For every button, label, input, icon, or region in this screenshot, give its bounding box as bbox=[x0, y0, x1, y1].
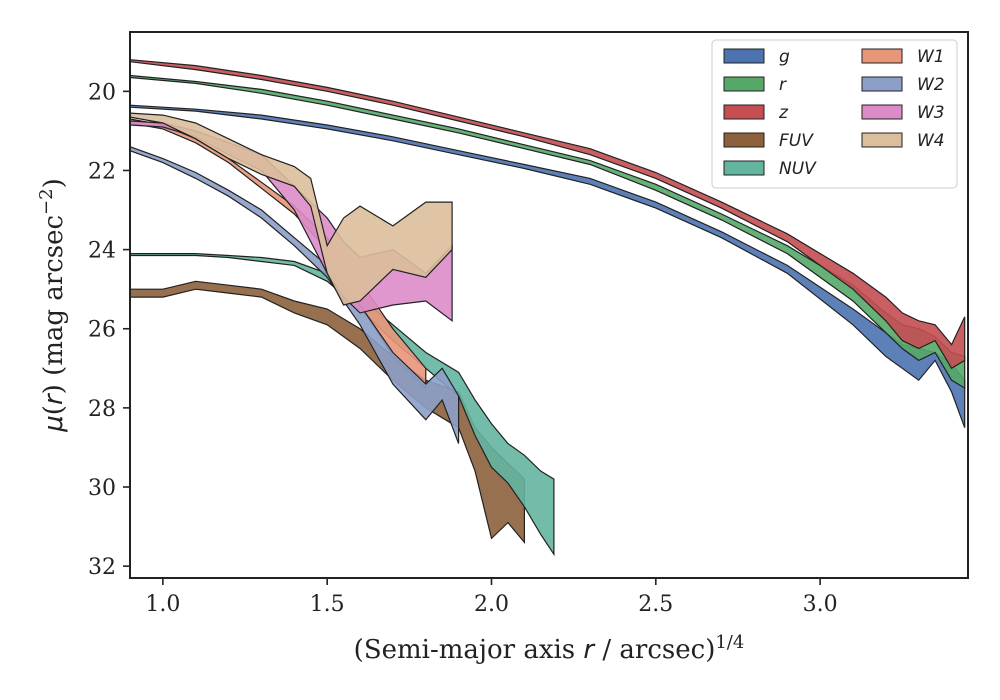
band-W2 bbox=[130, 146, 460, 444]
band-W4 bbox=[130, 112, 453, 306]
y-tick-label: 32 bbox=[88, 555, 116, 580]
legend-swatch-W4 bbox=[861, 132, 903, 148]
legend-label-W4: W4 bbox=[917, 131, 945, 151]
band-group bbox=[130, 59, 966, 557]
y-tick-label: 20 bbox=[88, 80, 116, 105]
legend-label-g: g bbox=[779, 47, 790, 67]
legend-label-W2: W2 bbox=[917, 75, 945, 95]
x-tick-label: 2.5 bbox=[638, 592, 673, 617]
y-tick-label: 26 bbox=[88, 318, 116, 343]
legend-swatch-g bbox=[723, 48, 765, 64]
x-tick-label: 1.0 bbox=[145, 592, 180, 617]
band-FUV bbox=[130, 280, 525, 545]
y-axis-label: μ(r) (mag arcsec−2) bbox=[36, 178, 70, 433]
x-axis-label: (Semi-major axis r / arcsec)1/4 bbox=[354, 632, 745, 666]
band-z bbox=[130, 59, 966, 370]
legend-label-W1: W1 bbox=[917, 47, 945, 67]
legend-swatch-W1 bbox=[861, 48, 903, 64]
legend-label-NUV: NUV bbox=[779, 159, 817, 179]
band-g bbox=[130, 104, 966, 428]
legend-label-z: z bbox=[778, 103, 789, 123]
legend-swatch-W2 bbox=[861, 76, 903, 92]
legend-label-W3: W3 bbox=[917, 103, 945, 123]
y-tick-label: 28 bbox=[88, 397, 116, 422]
band-NUV bbox=[130, 253, 555, 557]
legend-label-r: r bbox=[779, 75, 787, 95]
legend-swatch-W3 bbox=[861, 104, 903, 120]
legend-swatch-NUV bbox=[723, 160, 765, 176]
x-tick-label: 2.0 bbox=[474, 592, 509, 617]
legend-swatch-FUV bbox=[723, 132, 765, 148]
legend-swatch-z bbox=[723, 104, 765, 120]
plot-frame bbox=[129, 31, 969, 579]
legend-label-FUV: FUV bbox=[779, 131, 814, 151]
y-axis: 20 22 24 26 28 30 32 bbox=[88, 80, 130, 580]
band-r bbox=[130, 74, 966, 390]
y-tick-label: 22 bbox=[88, 159, 116, 184]
y-tick-label: 30 bbox=[88, 476, 116, 501]
y-tick-label: 24 bbox=[88, 239, 116, 264]
x-axis: 1.0 1.5 2.0 2.5 3.0 bbox=[145, 578, 838, 617]
x-tick-label: 3.0 bbox=[803, 592, 838, 617]
legend: grz FUV NUV W1 W2 W3 W4 bbox=[711, 39, 958, 189]
x-tick-label: 1.5 bbox=[310, 592, 345, 617]
legend-swatch-r bbox=[723, 76, 765, 92]
